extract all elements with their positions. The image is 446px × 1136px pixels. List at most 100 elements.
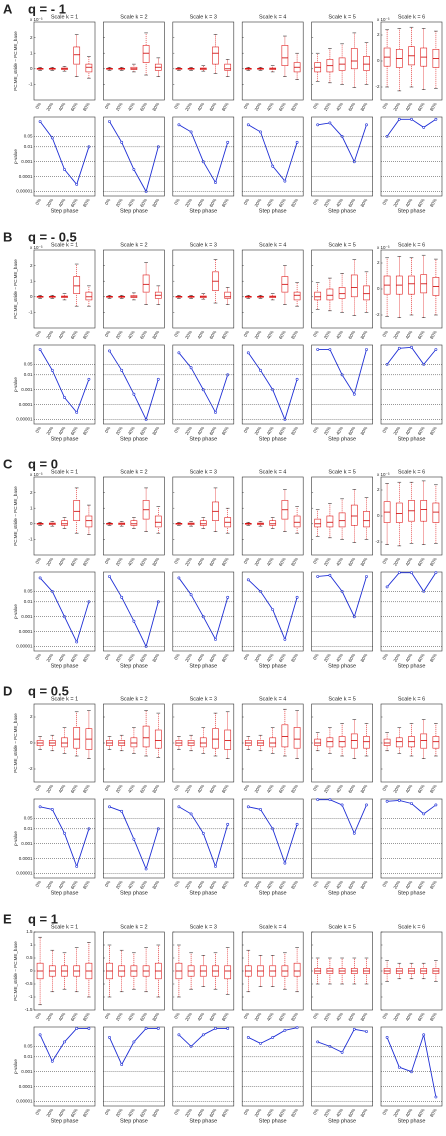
box [224, 291, 232, 299]
x-axis-label: Step phase [328, 663, 356, 669]
x-tick-label: 0% [173, 653, 181, 661]
x-tick-label: 60% [417, 653, 426, 663]
chart-title: Scale k = 2 [120, 469, 147, 475]
x-tick-label: 60% [70, 102, 79, 112]
x-tick-label: 40% [196, 784, 205, 794]
y-tick-label: 0.05 [24, 1044, 33, 1049]
x-axis-label: Step phase [398, 890, 426, 896]
box [212, 46, 219, 65]
x-tick-label: 60% [278, 784, 287, 794]
box [61, 737, 68, 748]
x-tick-label: 60% [209, 557, 218, 567]
box [85, 291, 93, 301]
y-multiplier: x 10⁻³ [377, 17, 390, 22]
point [259, 808, 262, 811]
x-tick-label: 40% [127, 426, 136, 436]
x-tick-label: 80% [429, 330, 438, 340]
line [178, 577, 229, 641]
x-tick-label: 80% [82, 880, 91, 890]
x-tick-label: 0% [312, 1012, 320, 1020]
box [363, 511, 370, 528]
x-tick-label: 20% [184, 426, 193, 436]
x-tick-label: 60% [209, 784, 218, 794]
x-tick-label: 0% [312, 880, 320, 888]
point [201, 831, 205, 835]
y-tick-label: 0.00001 [16, 417, 33, 422]
point [132, 1040, 136, 1044]
x-tick-label: 20% [254, 880, 263, 890]
point [365, 1030, 368, 1033]
x-tick-label: 40% [127, 198, 136, 208]
x-tick-label: 40% [58, 1012, 67, 1022]
y-tick-label: 1 [30, 278, 33, 283]
chart-title: Scale k = 5 [328, 469, 355, 475]
x-tick-label: 20% [115, 330, 124, 340]
box [85, 63, 93, 73]
point [50, 368, 54, 372]
box [326, 737, 334, 748]
point [226, 140, 230, 144]
chart-title: Scale k = 1 [51, 242, 78, 248]
x-tick-label: 20% [254, 784, 263, 794]
x-tick-label: 60% [209, 198, 218, 208]
line [178, 352, 229, 414]
point [295, 595, 299, 599]
y-tick-label: -1 [28, 537, 32, 542]
box [281, 45, 289, 66]
box [350, 504, 358, 526]
plot-frame [103, 116, 165, 197]
x-axis-label: Step phase [259, 1118, 287, 1124]
x-tick-label: 80% [221, 557, 230, 567]
chart-title: Scale k = 6 [398, 242, 425, 248]
x-tick-label: 80% [360, 330, 369, 340]
y-tick-label: 0 [377, 58, 380, 63]
x-tick-label: 0% [173, 1108, 181, 1116]
chart-title: Scale k = 5 [328, 924, 355, 930]
x-tick-label: 40% [266, 1108, 275, 1118]
x-tick-label: 60% [209, 1108, 218, 1118]
box [326, 288, 334, 301]
x-tick-label: 0% [243, 1108, 251, 1116]
chart-title: Scale k = 3 [190, 924, 217, 930]
x-tick-label: 0% [381, 102, 389, 110]
y-tick-label: 1 [30, 942, 33, 947]
x-tick-label: 60% [347, 784, 356, 794]
box [314, 738, 322, 746]
box [224, 63, 232, 71]
x-tick-label: 40% [335, 784, 344, 794]
y-tick-label: 0.001 [21, 159, 33, 164]
plot-frame [241, 1026, 304, 1107]
point [38, 348, 42, 351]
point [316, 123, 320, 127]
point [189, 130, 193, 134]
x-tick-label: 20% [115, 557, 124, 567]
plot-frame [172, 798, 235, 879]
box [73, 727, 81, 749]
plot-frame [172, 1026, 235, 1107]
x-tick-label: 60% [278, 653, 287, 663]
y-tick-label: 2 [30, 263, 33, 268]
x-tick-label: 80% [82, 557, 91, 567]
point [108, 805, 111, 809]
line [317, 122, 367, 163]
plot-frame [103, 344, 165, 425]
point [120, 595, 124, 599]
x-axis-label: Step phase [51, 1118, 79, 1124]
box [142, 45, 150, 63]
box [432, 736, 440, 749]
x-tick-label: 40% [335, 557, 344, 567]
x-tick-label: 20% [115, 426, 124, 436]
y-tick-label: -1 [28, 994, 32, 999]
point [189, 366, 193, 370]
x-tick-label: 0% [381, 330, 389, 338]
point [316, 348, 320, 351]
x-tick-label: 40% [127, 1012, 136, 1022]
line [109, 350, 159, 421]
y-tick-label: 0 [377, 286, 380, 291]
point [87, 377, 91, 381]
plot-frame [103, 249, 165, 329]
plot-frame [33, 21, 96, 101]
y-tick-label: 2 [377, 32, 380, 37]
x-tick-label: 20% [323, 426, 332, 436]
x-tick-label: 60% [278, 880, 287, 890]
